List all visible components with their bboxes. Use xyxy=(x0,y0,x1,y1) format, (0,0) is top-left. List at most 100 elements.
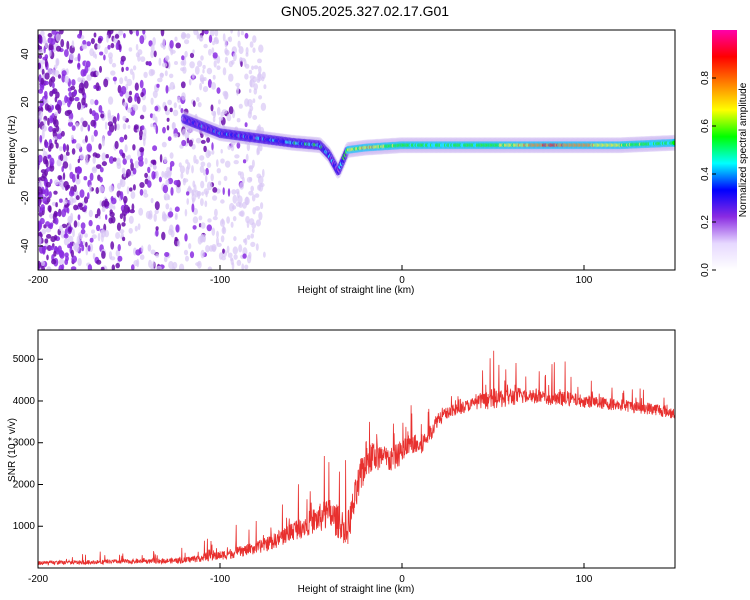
noise-speckle xyxy=(216,230,219,239)
noise-speckle xyxy=(156,265,162,270)
noise-speckle xyxy=(61,70,67,77)
noise-speckle xyxy=(38,44,41,50)
noise-speckle xyxy=(134,225,138,232)
noise-speckle xyxy=(111,197,117,205)
colorbar-ticks: 0.0 0.2 0.4 0.6 0.8 xyxy=(700,71,716,277)
noise-speckle xyxy=(184,233,188,242)
noise-speckle xyxy=(67,59,73,64)
noise-speckle xyxy=(89,98,95,105)
noise-speckle xyxy=(258,211,263,221)
noise-speckle xyxy=(189,61,195,69)
noise-speckle xyxy=(109,211,115,217)
noise-speckle xyxy=(236,259,242,266)
noise-speckle xyxy=(184,50,188,58)
noise-speckle xyxy=(206,181,213,191)
noise-speckle xyxy=(177,240,181,247)
noise-speckle xyxy=(167,195,171,201)
noise-speckle xyxy=(191,193,196,202)
noise-speckle xyxy=(104,121,108,130)
noise-speckle xyxy=(242,159,247,164)
noise-speckle xyxy=(152,90,158,99)
noise-speckle xyxy=(188,78,192,86)
noise-speckle xyxy=(128,215,134,224)
noise-speckle xyxy=(99,200,103,207)
noise-speckle xyxy=(174,206,180,212)
noise-speckle xyxy=(214,30,219,37)
noise-speckle xyxy=(89,108,93,115)
noise-speckle xyxy=(260,102,267,111)
noise-speckle xyxy=(150,249,156,255)
noise-speckle xyxy=(198,215,203,221)
noise-speckle xyxy=(258,65,262,74)
noise-speckle xyxy=(116,162,122,170)
noise-speckle xyxy=(181,92,186,101)
noise-speckle xyxy=(155,170,159,179)
noise-speckle xyxy=(76,221,80,227)
noise-speckle xyxy=(179,263,185,270)
noise-speckle xyxy=(169,40,174,49)
noise-speckle xyxy=(139,147,145,153)
noise-speckle xyxy=(104,46,108,55)
noise-speckle xyxy=(45,227,52,233)
noise-speckle xyxy=(155,229,159,237)
colorbar-tick-label: 0.4 xyxy=(700,167,711,181)
y-tick-label: 3000 xyxy=(13,438,36,449)
noise-speckle xyxy=(235,202,242,207)
x-tick-label: -100 xyxy=(210,574,230,585)
noise-speckle xyxy=(48,49,52,57)
noise-speckle xyxy=(87,124,91,132)
noise-speckle xyxy=(162,38,166,46)
noise-speckle xyxy=(139,182,145,188)
noise-speckle xyxy=(79,189,85,198)
noise-speckle xyxy=(116,222,122,231)
noise-speckle xyxy=(39,82,45,91)
noise-speckle xyxy=(68,118,73,123)
noise-speckle xyxy=(43,119,47,125)
noise-speckle xyxy=(52,127,57,134)
noise-speckle xyxy=(185,255,189,262)
noise-speckle xyxy=(138,159,144,167)
noise-speckle xyxy=(78,82,85,91)
noise-speckle xyxy=(108,56,113,65)
noise-speckle xyxy=(143,127,147,137)
noise-speckle xyxy=(48,145,52,152)
noise-speckle xyxy=(49,164,55,172)
noise-speckle xyxy=(59,179,63,188)
noise-speckle xyxy=(101,152,107,161)
noise-speckle xyxy=(88,184,92,193)
noise-speckle xyxy=(244,98,250,107)
x-tick-label: 100 xyxy=(576,574,593,585)
noise-speckle xyxy=(69,96,75,102)
noise-speckle xyxy=(44,238,49,244)
noise-speckle xyxy=(46,254,49,261)
noise-speckle xyxy=(117,182,122,190)
noise-speckle xyxy=(87,245,91,252)
noise-speckle xyxy=(73,90,77,96)
noise-speckle xyxy=(56,159,62,167)
noise-speckle xyxy=(107,130,112,136)
noise-speckle xyxy=(150,44,155,53)
noise-speckle xyxy=(81,97,86,106)
noise-speckle xyxy=(126,186,130,195)
noise-speckle xyxy=(38,34,42,40)
noise-speckle xyxy=(158,176,162,183)
noise-speckle xyxy=(97,232,101,242)
noise-speckle xyxy=(227,37,231,42)
noise-speckle xyxy=(117,112,120,122)
noise-speckle xyxy=(219,219,226,227)
colorbar-tick-label: 0.6 xyxy=(700,119,711,133)
noise-speckle xyxy=(263,84,267,90)
noise-speckle xyxy=(211,245,217,253)
noise-speckle xyxy=(168,261,174,269)
noise-speckle xyxy=(144,172,149,179)
noise-speckle xyxy=(252,115,258,120)
noise-speckle xyxy=(207,79,212,88)
noise-speckle xyxy=(92,253,96,260)
noise-speckle xyxy=(74,96,80,102)
noise-speckle xyxy=(66,40,70,50)
noise-speckle xyxy=(152,159,157,166)
noise-speckle xyxy=(199,155,205,161)
noise-speckle xyxy=(202,68,205,74)
noise-speckle xyxy=(174,36,178,42)
